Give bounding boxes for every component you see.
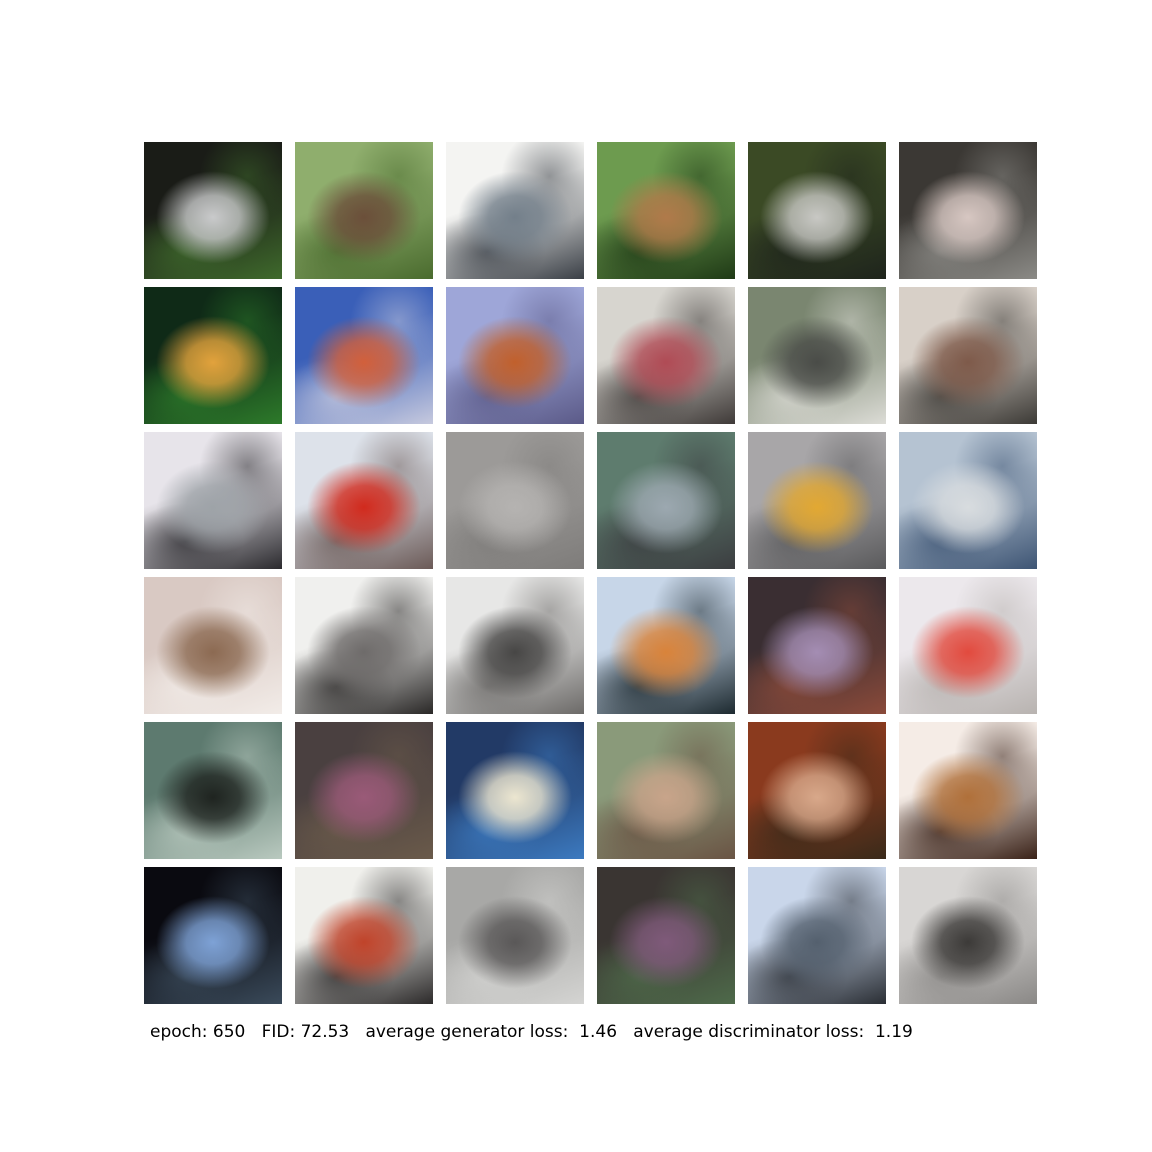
sample-image (748, 577, 886, 714)
sample-image (144, 287, 282, 424)
sample-image (748, 722, 886, 859)
sample-image (446, 722, 584, 859)
sample-image (899, 722, 1037, 859)
sample-image (295, 867, 433, 1004)
sample-image (295, 722, 433, 859)
sample-image (295, 432, 433, 569)
sample-image (144, 142, 282, 279)
sample-image (295, 287, 433, 424)
sample-image (597, 867, 735, 1004)
sample-image (144, 867, 282, 1004)
sample-image (144, 577, 282, 714)
sample-image (597, 432, 735, 569)
sample-image (597, 142, 735, 279)
sample-image (748, 287, 886, 424)
sample-image (899, 577, 1037, 714)
sample-image (144, 432, 282, 569)
sample-image (748, 432, 886, 569)
sample-image (295, 577, 433, 714)
sample-image (446, 287, 584, 424)
sample-image (597, 722, 735, 859)
sample-image (899, 287, 1037, 424)
sample-image (899, 142, 1037, 279)
sample-image (597, 577, 735, 714)
sample-image (144, 722, 282, 859)
sample-image (748, 867, 886, 1004)
sample-image (597, 287, 735, 424)
sample-image (446, 432, 584, 569)
sample-image (899, 432, 1037, 569)
sample-image (748, 142, 886, 279)
sample-image (446, 577, 584, 714)
sample-image (899, 867, 1037, 1004)
sample-image (446, 142, 584, 279)
training-stats-caption: epoch: 650 FID: 72.53 average generator … (150, 1022, 913, 1042)
sample-image (446, 867, 584, 1004)
sample-image (295, 142, 433, 279)
